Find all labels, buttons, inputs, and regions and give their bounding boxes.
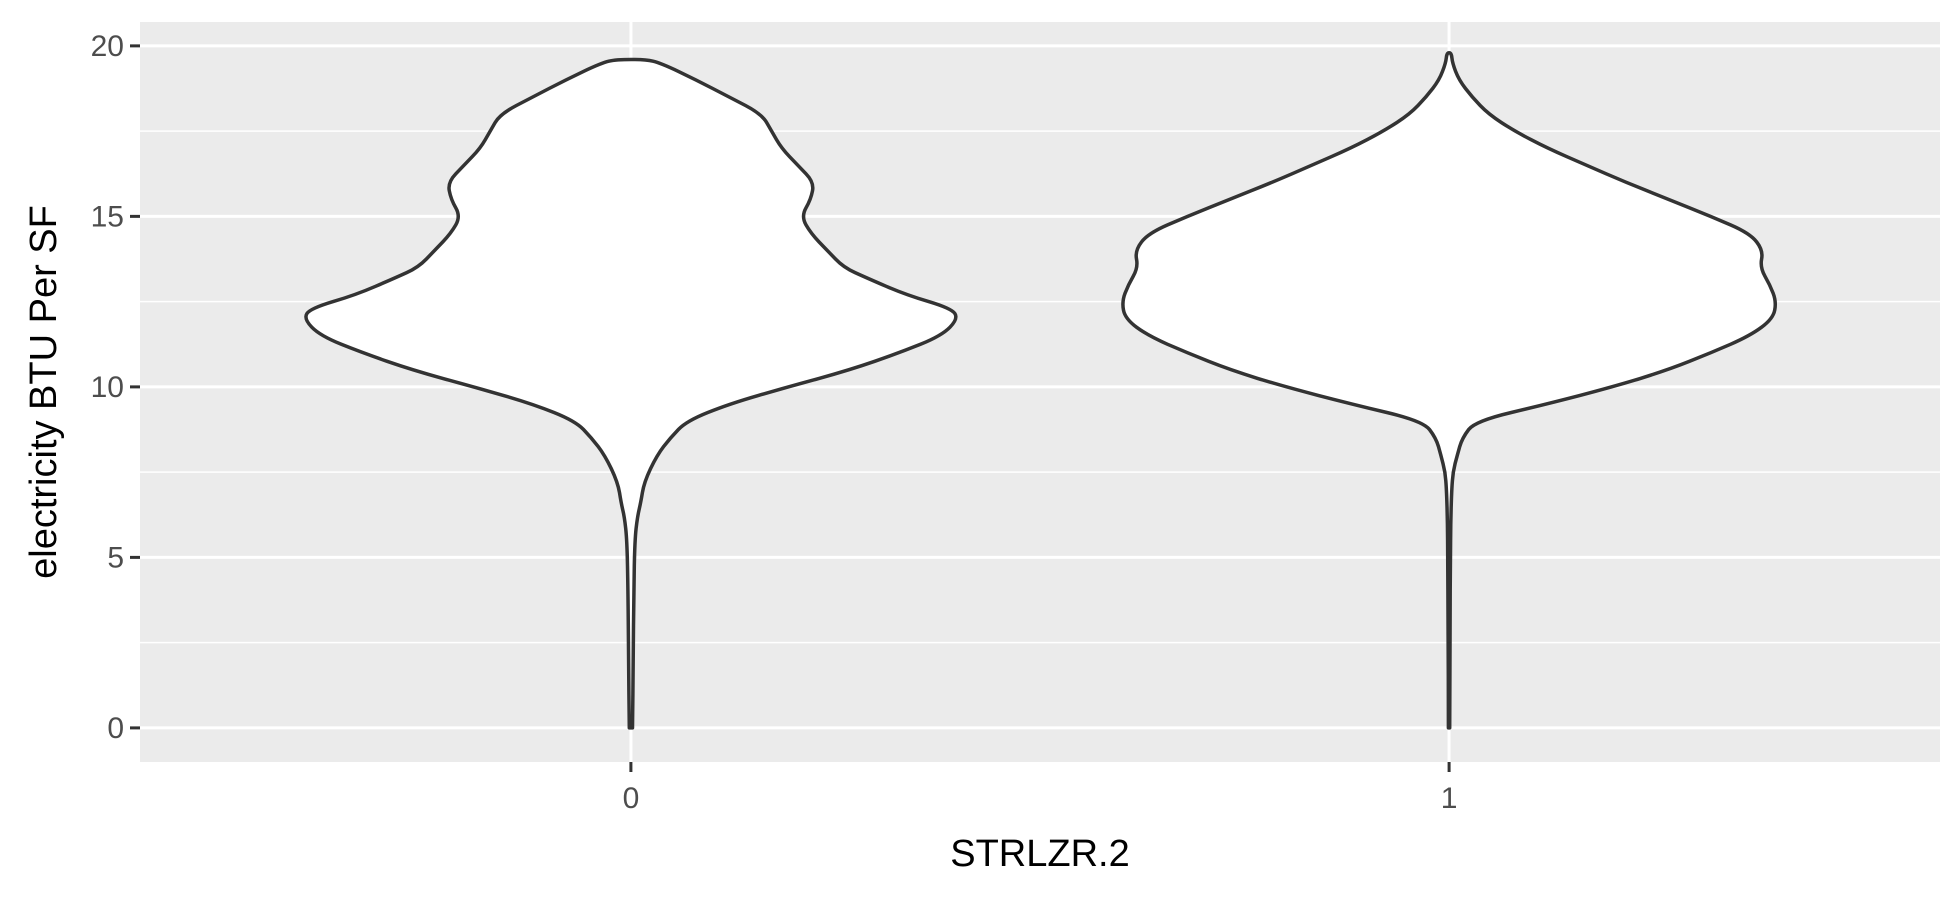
x-tick-label: 0 bbox=[623, 782, 640, 815]
y-tick-label: 10 bbox=[91, 371, 124, 404]
x-tick-label: 1 bbox=[1441, 782, 1458, 815]
y-axis-title: electricity BTU Per SF bbox=[23, 205, 65, 579]
x-axis-title: STRLZR.2 bbox=[950, 833, 1129, 875]
y-tick-label: 5 bbox=[107, 541, 124, 574]
y-tick-label: 0 bbox=[107, 712, 124, 745]
y-tick-label: 15 bbox=[91, 200, 124, 233]
plot-panel bbox=[140, 22, 1940, 762]
y-axis: 0 5 10 15 20 bbox=[91, 30, 140, 745]
violin-1 bbox=[1121, 50, 1778, 730]
y-tick-label: 20 bbox=[91, 30, 124, 63]
violins bbox=[304, 50, 1778, 730]
violin-0 bbox=[304, 57, 958, 730]
